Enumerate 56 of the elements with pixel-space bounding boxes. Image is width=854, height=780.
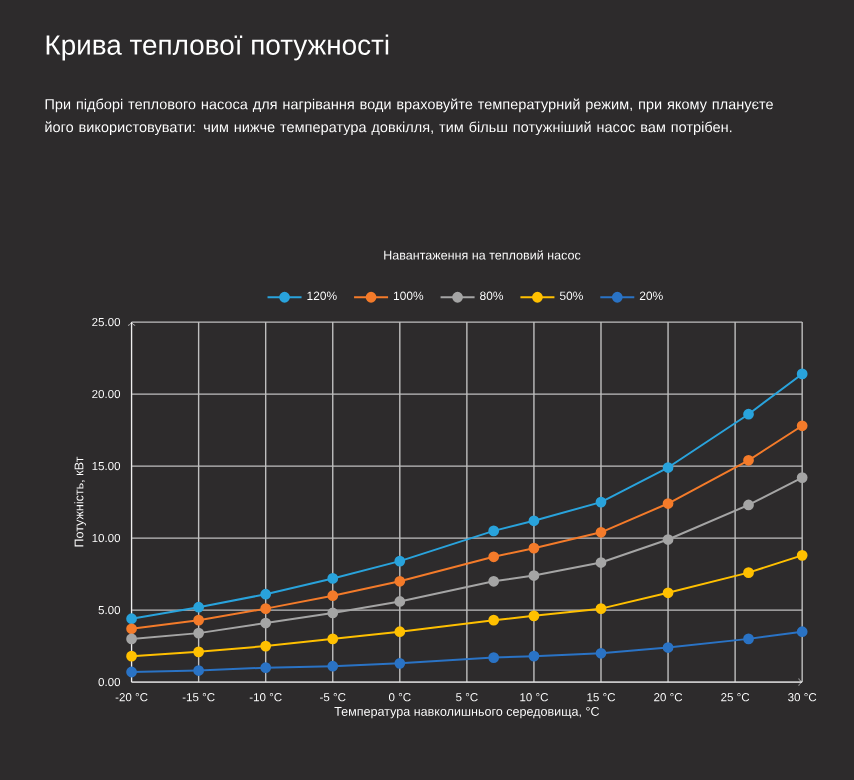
point [126, 666, 137, 678]
point [394, 575, 406, 587]
point [595, 526, 607, 538]
point [528, 610, 540, 622]
point [595, 557, 607, 568]
point [796, 626, 808, 638]
point [488, 652, 500, 663]
point [488, 575, 500, 587]
point [126, 633, 137, 645]
chart-title: Крива теплової потужності [46, 34, 389, 61]
point [193, 665, 205, 676]
point [327, 590, 339, 602]
point [595, 603, 607, 615]
point [260, 603, 272, 615]
point [327, 660, 339, 672]
point [126, 650, 137, 662]
point [126, 623, 137, 635]
point [743, 454, 754, 466]
point [528, 650, 540, 662]
point [488, 525, 500, 537]
point [394, 555, 406, 567]
point [662, 498, 674, 509]
point [528, 570, 540, 581]
point [595, 647, 607, 659]
point [193, 614, 205, 626]
point [796, 472, 808, 483]
point [528, 515, 540, 527]
point [662, 642, 674, 653]
point [327, 573, 339, 584]
point [743, 499, 754, 511]
point [796, 549, 808, 561]
point [260, 617, 272, 629]
point [743, 408, 754, 420]
point [260, 640, 272, 652]
point [662, 462, 674, 473]
point [488, 614, 500, 626]
point [796, 420, 808, 432]
point [193, 627, 205, 639]
point [394, 596, 406, 607]
point [327, 633, 339, 645]
point [394, 626, 406, 638]
point [126, 613, 137, 625]
point [327, 607, 339, 619]
point [662, 587, 674, 599]
point [488, 551, 500, 563]
point [743, 633, 754, 645]
point [260, 588, 272, 600]
point [260, 662, 272, 674]
point [743, 567, 754, 579]
point [595, 496, 607, 508]
point [528, 542, 540, 554]
point [193, 646, 205, 658]
point [193, 601, 205, 613]
point [796, 368, 808, 380]
point [394, 657, 406, 669]
point [662, 534, 674, 545]
